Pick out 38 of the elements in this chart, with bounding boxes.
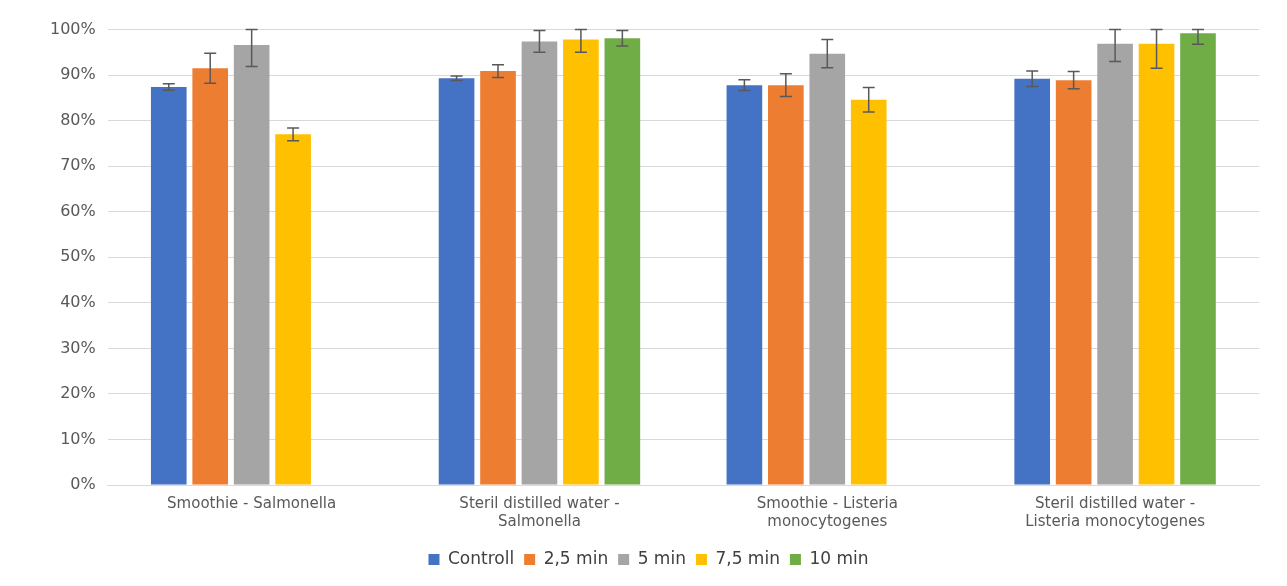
y-tick-label: 30% — [60, 337, 96, 357]
legend-label: 2,5 min — [543, 547, 609, 568]
bar — [563, 39, 599, 485]
y-tick-label: 50% — [60, 246, 96, 266]
bar — [1055, 80, 1092, 485]
legend-label: 5 min — [637, 547, 686, 568]
y-tick-label: 70% — [60, 155, 96, 175]
bar — [150, 86, 187, 485]
y-tick-label: 10% — [60, 428, 96, 448]
bar — [275, 134, 311, 485]
legend-label: 10 min — [809, 547, 869, 568]
bar — [604, 38, 641, 485]
bar — [1014, 78, 1051, 485]
x-tick-label: Smoothie - Salmonella — [167, 493, 337, 512]
bar — [726, 85, 763, 485]
bar — [480, 71, 516, 485]
x-tick-label: Steril distilled water - Salmonella — [459, 493, 620, 530]
bar — [233, 45, 270, 485]
legend-label: 7,5 min — [715, 547, 780, 568]
x-tick-label: Smoothie - Listeria monocytogenes — [756, 493, 898, 530]
y-tick-label: 20% — [60, 383, 96, 403]
y-tick-label: 0% — [70, 474, 96, 494]
bar — [768, 85, 804, 485]
y-tick-label: 100% — [49, 18, 96, 38]
bar — [1180, 33, 1216, 485]
bar — [809, 53, 846, 485]
bar — [1097, 43, 1133, 485]
y-tick-label: 80% — [60, 109, 96, 129]
bar — [438, 78, 475, 485]
y-tick-label: 90% — [60, 64, 96, 84]
x-tick-label: Steril distilled water - Listeria monocytogenes — [1025, 493, 1206, 530]
bar — [1138, 43, 1175, 485]
y-tick-label: 40% — [60, 292, 96, 311]
bar — [850, 99, 887, 485]
bar — [521, 41, 558, 485]
y-tick-label: 60% — [60, 200, 96, 220]
legend-label: Controll — [447, 547, 515, 568]
bar — [192, 68, 229, 485]
